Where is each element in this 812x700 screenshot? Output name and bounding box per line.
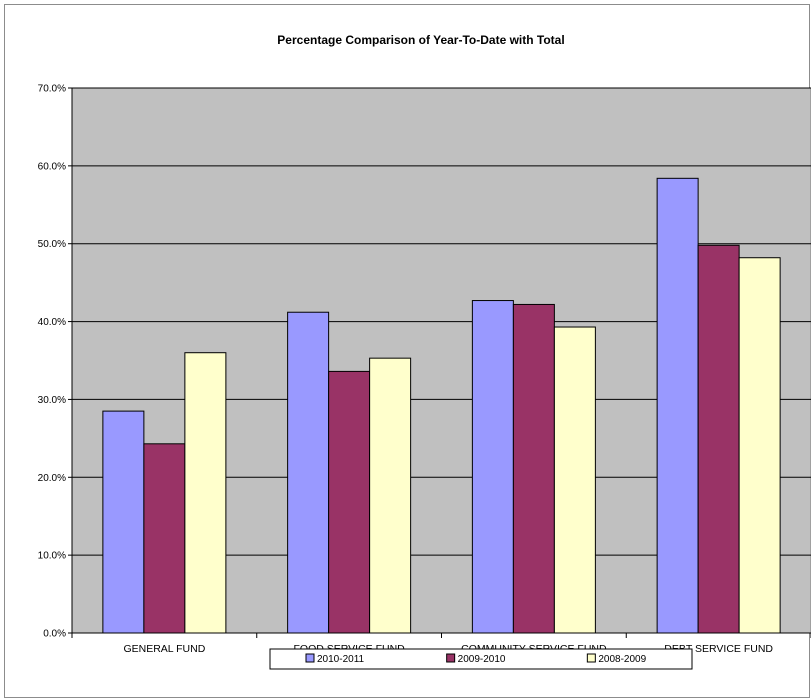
y-tick-label: 0.0%	[43, 629, 66, 640]
plot-area: 0.0% 10.0% 20.0% 30.0% 40.0% 50.0% 60.0% 70.0% G…	[38, 84, 811, 655]
bar	[287, 311, 330, 634]
y-tick-label: 10.0%	[38, 551, 66, 562]
legend-swatch	[446, 653, 456, 663]
legend-box	[269, 648, 693, 670]
bar	[102, 410, 145, 634]
legend: 2010-2011 2009-2010 2008-2009	[269, 648, 693, 670]
y-tick-label: 30.0%	[38, 395, 66, 406]
x-category-label: GENERAL FUND	[123, 643, 205, 655]
y-tick-label: 20.0%	[38, 473, 66, 484]
bar	[697, 244, 740, 634]
legend-swatch	[305, 653, 315, 663]
y-tick-label: 60.0%	[38, 161, 66, 172]
legend-label: 2009-2010	[458, 654, 506, 665]
bar	[553, 326, 596, 634]
bar	[143, 443, 186, 634]
y-tick-label: 70.0%	[38, 84, 66, 95]
bar	[471, 300, 514, 634]
legend-label: 2010-2011	[317, 654, 365, 665]
bar	[656, 177, 699, 634]
chart-frame: Percentage Comparison of Year-To-Date wi…	[4, 4, 811, 698]
bar	[184, 352, 227, 634]
bar	[328, 370, 371, 634]
y-tick-label: 40.0%	[38, 317, 66, 328]
bar	[738, 257, 781, 634]
legend-swatch	[586, 653, 596, 663]
bar-chart: Percentage Comparison of Year-To-Date wi…	[38, 33, 811, 670]
chart-title: Percentage Comparison of Year-To-Date wi…	[277, 33, 564, 47]
bar	[512, 303, 555, 634]
y-tick-label: 50.0%	[38, 239, 66, 250]
bar	[369, 357, 412, 634]
legend-label: 2008-2009	[598, 654, 646, 665]
